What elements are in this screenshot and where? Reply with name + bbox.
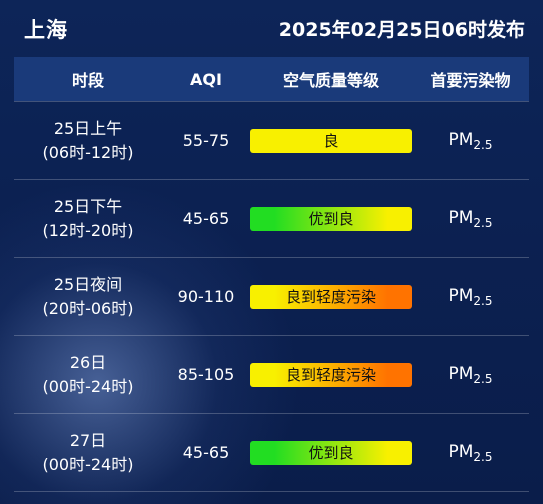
table-row: 26日 (00时-24时) 85-105 良到轻度污染 PM2.5 [14,335,529,413]
period-cell: 25日夜间 (20时-06时) [14,273,162,321]
pollutant-cell: PM2.5 [412,208,529,230]
period-cell: 27日 (00时-24时) [14,429,162,477]
level-badge: 良到轻度污染 [250,362,412,387]
pollutant-cell: PM2.5 [412,442,529,464]
forecast-table-body: 25日上午 (06时-12时) 55-75 良 PM2.5 25日下午 (12时… [14,101,529,497]
period-cell: 26日 (00时-24时) [14,351,162,399]
period-day: 25日上午 [53,118,123,138]
pollutant-name: PM [448,363,474,384]
aqi-value: 90-110 [177,287,235,306]
pollutant-name: PM [448,129,474,150]
city-name: 上海 [24,17,68,42]
column-header-period: 时段 [71,71,104,90]
column-header-pollutant: 首要污染物 [430,71,511,90]
period-hours: (00时-24时) [42,376,134,396]
pollutant-cell: PM2.5 [412,364,529,386]
table-header-row: 时段 AQI 空气质量等级 首要污染物 [14,57,529,101]
period-day: 27日 [69,430,107,450]
period-hours: (06时-12时) [42,142,134,162]
level-badge: 良 [250,128,412,153]
pollutant-subscript: 2.5 [473,293,493,308]
level-badge: 优到良 [250,440,412,465]
period-hours: (20时-06时) [42,298,134,318]
publish-time: 2025年02月25日06时发布 [278,19,525,41]
period-hours: (00时-24时) [42,454,134,474]
level-badge: 良到轻度污染 [250,284,412,309]
forecast-header: 上海 2025年02月25日06时发布 [14,0,529,57]
table-row: 25日下午 (12时-20时) 45-65 优到良 PM2.5 [14,179,529,257]
aqi-value: 55-75 [182,131,230,150]
table-row: 25日夜间 (20时-06时) 90-110 良到轻度污染 PM2.5 [14,257,529,335]
pollutant-subscript: 2.5 [473,449,493,464]
period-day: 25日夜间 [53,274,123,294]
pollutant-cell: PM2.5 [412,286,529,308]
table-row: 27日 (00时-24时) 45-65 优到良 PM2.5 [14,413,529,491]
period-day: 26日 [69,352,107,372]
column-header-level: 空气质量等级 [282,71,379,90]
aqi-value: 45-65 [182,209,230,228]
pollutant-subscript: 2.5 [473,371,493,386]
table-row: 25日上午 (06时-12时) 55-75 良 PM2.5 [14,101,529,179]
pollutant-subscript: 2.5 [473,215,493,230]
pollutant-cell: PM2.5 [412,130,529,152]
period-day: 25日下午 [53,196,123,216]
aqi-value: 45-65 [182,443,230,462]
column-header-aqi: AQI [190,69,222,89]
period-cell: 25日下午 (12时-20时) [14,195,162,243]
table-bottom-divider [14,491,529,497]
level-badge: 优到良 [250,206,412,231]
period-cell: 25日上午 (06时-12时) [14,117,162,165]
pollutant-subscript: 2.5 [473,137,493,152]
pollutant-name: PM [448,207,474,228]
pollutant-name: PM [448,285,474,306]
aqi-value: 85-105 [177,365,235,384]
period-hours: (12时-20时) [42,220,134,240]
pollutant-name: PM [448,441,474,462]
